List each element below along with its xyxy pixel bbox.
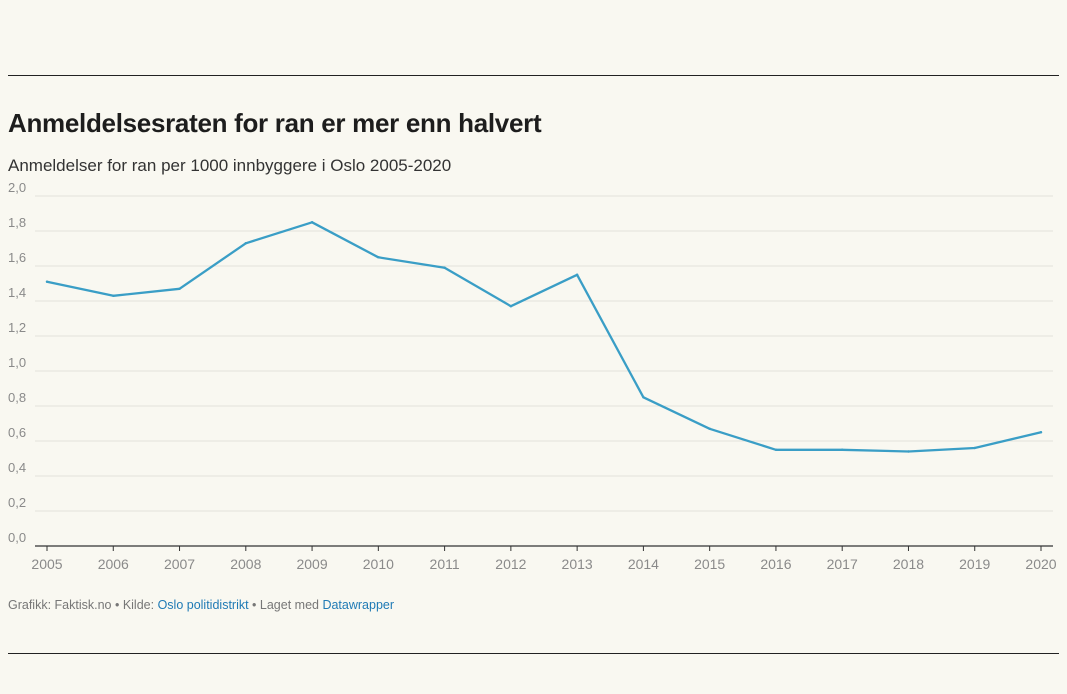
- y-axis-ticks: 0,0 0,2 0,4 0,6 0,8 1,0 1,2 1,4 1,6 1,8 2,0: [8, 180, 26, 545]
- y-tick-label: 1,8: [8, 215, 26, 230]
- data-point: [575, 273, 579, 276]
- source-link[interactable]: Oslo politidistrikt: [157, 598, 249, 612]
- grid-lines: [35, 195, 1053, 547]
- chart-title: Anmeldelsesraten for ran er mer enn halv…: [8, 108, 542, 138]
- y-tick-label: 2,0: [8, 180, 26, 195]
- data-point: [45, 280, 49, 283]
- chart-subtitle: Anmeldelser for ran per 1000 innbyggere …: [8, 156, 452, 175]
- x-tick-label: 2008: [230, 556, 261, 572]
- y-tick-label: 1,0: [8, 355, 26, 370]
- x-tick-label: 2013: [562, 556, 593, 572]
- x-tick-label: 2014: [628, 556, 659, 572]
- x-axis-ticks: 2005 2006 2007 2008 2009 2010 2011 2012 2013 2014…: [31, 546, 1057, 572]
- data-point: [973, 446, 976, 450]
- x-tick-label: 2015: [694, 556, 725, 572]
- y-tick-label: 0,8: [8, 390, 26, 405]
- data-point: [443, 266, 446, 269]
- data-point: [244, 242, 247, 245]
- line-chart: 0,00,20,40,60,81,01,21,41,61,82,0 2005 20…: [8, 180, 1057, 572]
- x-tick-label: 2017: [827, 556, 858, 572]
- chart-footer: Grafikk: Faktisk.no • Kilde: Oslo politi…: [8, 598, 394, 612]
- data-point: [377, 256, 380, 259]
- x-tick-label: 2018: [893, 556, 924, 572]
- data-point: [841, 448, 844, 451]
- data-point: [642, 396, 645, 399]
- x-tick-label: 2007: [164, 556, 195, 572]
- data-point: [774, 448, 778, 451]
- x-tick-label: 2020: [1025, 556, 1056, 572]
- y-tick-label: 0,4: [8, 460, 26, 475]
- y-tick-label: 1,2: [8, 320, 26, 335]
- data-point: [178, 287, 181, 290]
- x-tick-label: 2011: [430, 556, 460, 572]
- bottom-rule: [8, 653, 1059, 654]
- y-tick-label: 0,0: [8, 530, 26, 545]
- x-tick-label: 2019: [959, 556, 990, 572]
- x-tick-label: 2009: [296, 556, 327, 572]
- x-tick-label: 2010: [363, 556, 394, 572]
- data-point: [1039, 431, 1043, 434]
- data-point: [112, 294, 115, 297]
- data-point: [708, 427, 711, 430]
- top-rule: [8, 75, 1059, 76]
- data-point: [509, 305, 513, 308]
- series-line: [45, 221, 1043, 453]
- y-tick-label: 1,6: [8, 250, 26, 265]
- data-point: [907, 450, 910, 453]
- y-tick-label: 0,6: [8, 425, 26, 440]
- series-layer: [45, 221, 1043, 453]
- x-tick-label: 2006: [98, 556, 129, 572]
- x-tick-label: 2005: [31, 556, 62, 572]
- x-tick-label: 2016: [760, 556, 791, 572]
- datawrapper-link[interactable]: Datawrapper: [322, 598, 395, 612]
- footer-graphic: Grafikk: Faktisk.no: [8, 598, 112, 612]
- footer-separator: • Laget med: [248, 598, 323, 612]
- data-point: [310, 221, 314, 224]
- y-tick-label: 1,4: [8, 285, 26, 300]
- footer-separator: • Kilde:: [111, 598, 158, 612]
- x-tick-label: 2012: [495, 556, 526, 572]
- y-tick-label: 0,2: [8, 495, 26, 510]
